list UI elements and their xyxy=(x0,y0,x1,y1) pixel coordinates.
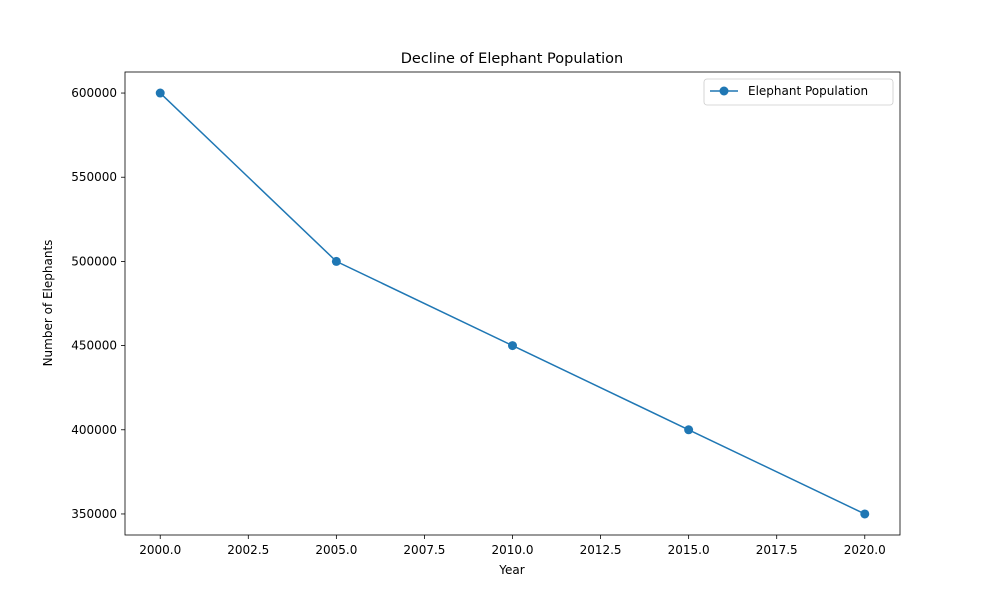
legend-box xyxy=(703,78,894,106)
legend-label-elephant-population: Elephant Population xyxy=(748,84,868,98)
plot-area xyxy=(125,72,900,535)
data-point xyxy=(155,88,165,98)
y-axis-ticks: 350000 400000 450000 500000 550000 600000 xyxy=(71,86,125,521)
x-tick-label: 2005.0 xyxy=(315,543,357,557)
x-tick-label: 2017.5 xyxy=(756,543,798,557)
y-tick-label: 600000 xyxy=(71,86,117,100)
data-point xyxy=(684,425,694,435)
x-tick-label: 2020.0 xyxy=(844,543,886,557)
data-point xyxy=(860,509,870,519)
legend-marker-sample xyxy=(719,86,729,96)
x-tick-label: 2010.0 xyxy=(492,543,534,557)
y-tick-label: 400000 xyxy=(71,423,117,437)
data-point xyxy=(331,256,341,266)
y-tick-label: 550000 xyxy=(71,170,117,184)
x-axis-ticks: 2000.0 2002.5 2005.0 2007.5 2010.0 2012.5 2015… xyxy=(139,535,886,557)
legend: Elephant Population xyxy=(703,78,894,106)
x-axis-label: Year xyxy=(498,563,524,577)
plot-frame xyxy=(124,71,901,536)
series-markers xyxy=(155,88,870,519)
y-tick-label: 350000 xyxy=(71,507,117,521)
x-tick-label: 2007.5 xyxy=(403,543,445,557)
x-tick-label: 2000.0 xyxy=(139,543,181,557)
x-tick-label: 2012.5 xyxy=(580,543,622,557)
chart-title: Decline of Elephant Population xyxy=(401,51,623,67)
y-tick-label: 500000 xyxy=(71,254,117,268)
y-tick-label: 450000 xyxy=(71,339,117,353)
data-point xyxy=(508,341,517,351)
x-tick-label: 2002.5 xyxy=(227,543,269,557)
y-axis-label: Number of Elephants xyxy=(41,240,55,367)
x-tick-label: 2015.0 xyxy=(668,543,710,557)
